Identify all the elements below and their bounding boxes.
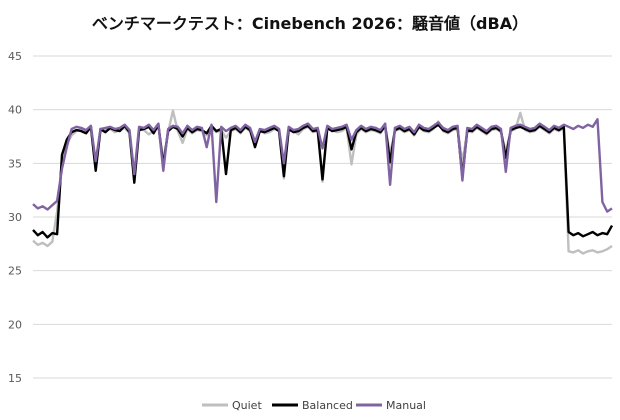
series-lines <box>32 109 614 255</box>
y-tick-label: 35 <box>8 157 22 170</box>
y-tick-label: 25 <box>8 265 22 278</box>
y-tick-label: 15 <box>8 372 22 385</box>
y-axis-ticks: 15 20 25 30 35 40 45 <box>8 50 22 385</box>
y-tick-label: 40 <box>8 104 22 117</box>
grid-lines <box>33 55 612 379</box>
series-line-manual <box>32 118 613 213</box>
legend-label-quiet: Quiet <box>232 399 262 412</box>
y-tick-label: 20 <box>8 318 22 331</box>
legend-label-balanced: Balanced <box>302 399 353 412</box>
legend: Quiet Balanced Manual <box>202 399 426 412</box>
legend-label-manual: Manual <box>386 399 426 412</box>
y-tick-label: 45 <box>8 50 22 63</box>
y-tick-label: 30 <box>8 211 22 224</box>
chart-title: ベンチマークテスト：Cinebench 2026：騒音値（dBA） <box>91 14 529 33</box>
